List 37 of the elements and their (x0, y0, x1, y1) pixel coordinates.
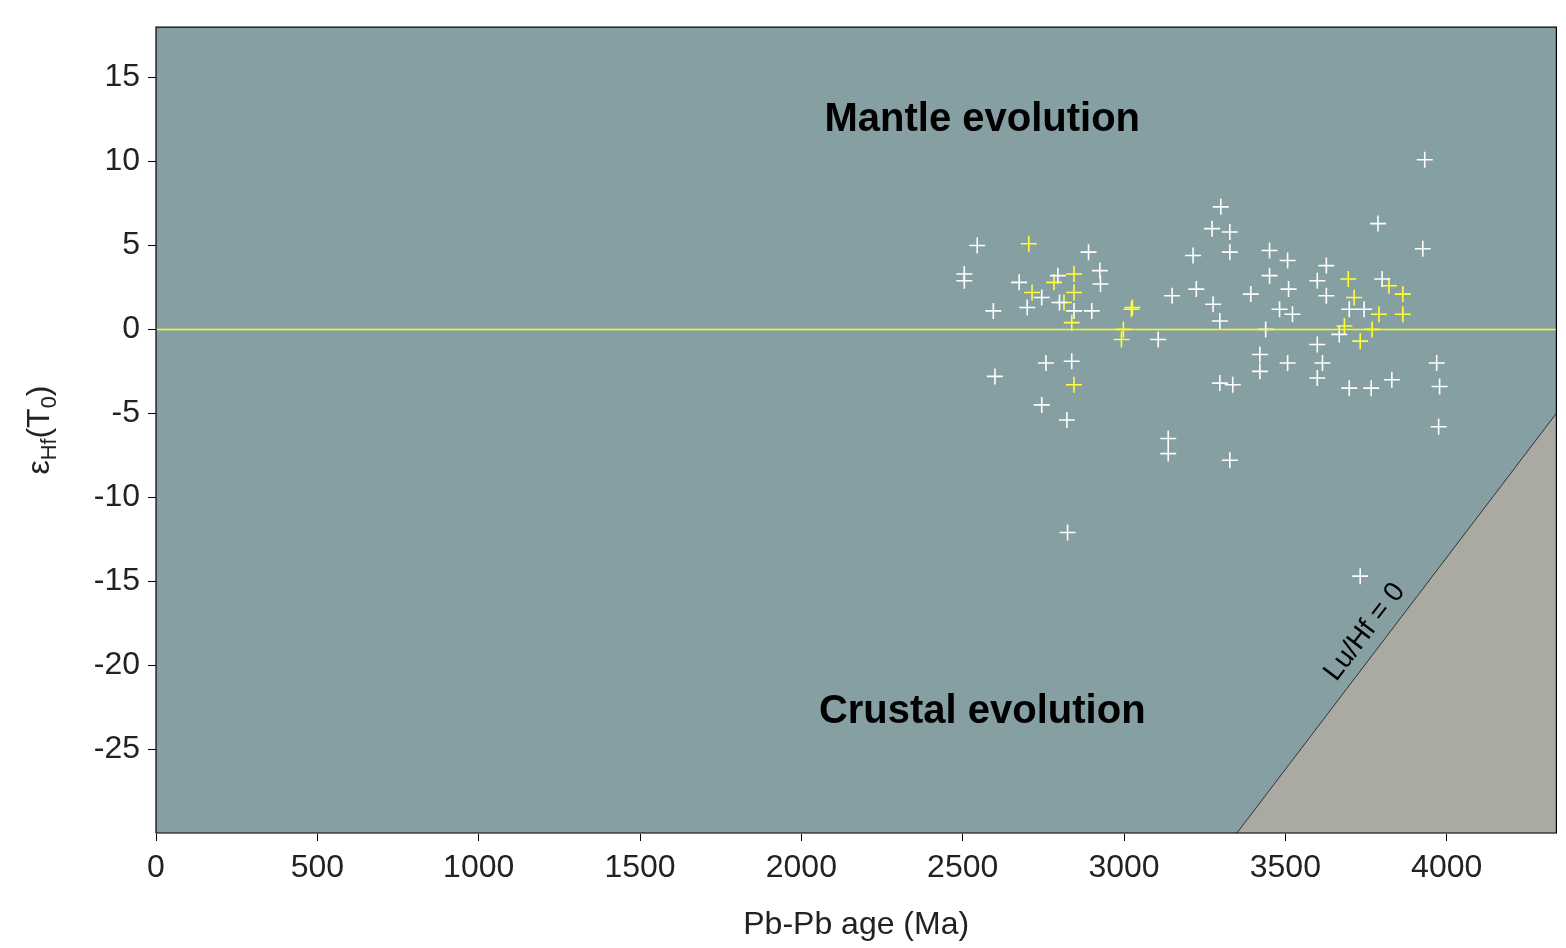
x-tick-label: 3000 (1088, 848, 1160, 885)
y-tick-label: 10 (104, 141, 140, 178)
point (1394, 285, 1412, 303)
y-tick-label: 0 (122, 309, 140, 346)
annotation: Crustal evolution (818, 687, 1146, 732)
x-tick-label: 0 (147, 848, 165, 885)
y-tick-label: 15 (104, 57, 140, 94)
point (1065, 265, 1083, 283)
point (1339, 270, 1358, 288)
point (1023, 283, 1041, 302)
y-tick-label: 5 (122, 225, 140, 262)
point (1335, 317, 1354, 335)
y-tick-label: -25 (93, 728, 140, 765)
point (1112, 330, 1131, 349)
x-tick-label: 2000 (765, 848, 837, 885)
y-tick-label: -10 (93, 477, 140, 514)
x-axis-title: Pb-Pb age (Ma) (743, 904, 970, 941)
point (1351, 332, 1370, 350)
annotation: Mantle evolution (824, 94, 1141, 139)
point (1394, 305, 1412, 324)
x-tick-label: 4000 (1411, 848, 1483, 885)
point (1045, 273, 1063, 292)
point (1065, 283, 1083, 302)
y-tick-label: -20 (93, 644, 140, 681)
x-tick-label: 2500 (927, 848, 999, 885)
point (1065, 375, 1083, 394)
x-tick-label: 1500 (604, 848, 676, 885)
point (1345, 288, 1363, 307)
point (1020, 234, 1038, 253)
point (1062, 313, 1081, 332)
point (1370, 305, 1388, 324)
x-tick-label: 500 (290, 848, 345, 885)
x-tick-label: 3500 (1249, 848, 1321, 885)
y-tick-label: -15 (93, 561, 140, 598)
x-tick-label: 1000 (443, 848, 515, 885)
y-tick-label: -5 (111, 393, 140, 430)
y-axis-title: εHf(T0) (19, 385, 61, 475)
